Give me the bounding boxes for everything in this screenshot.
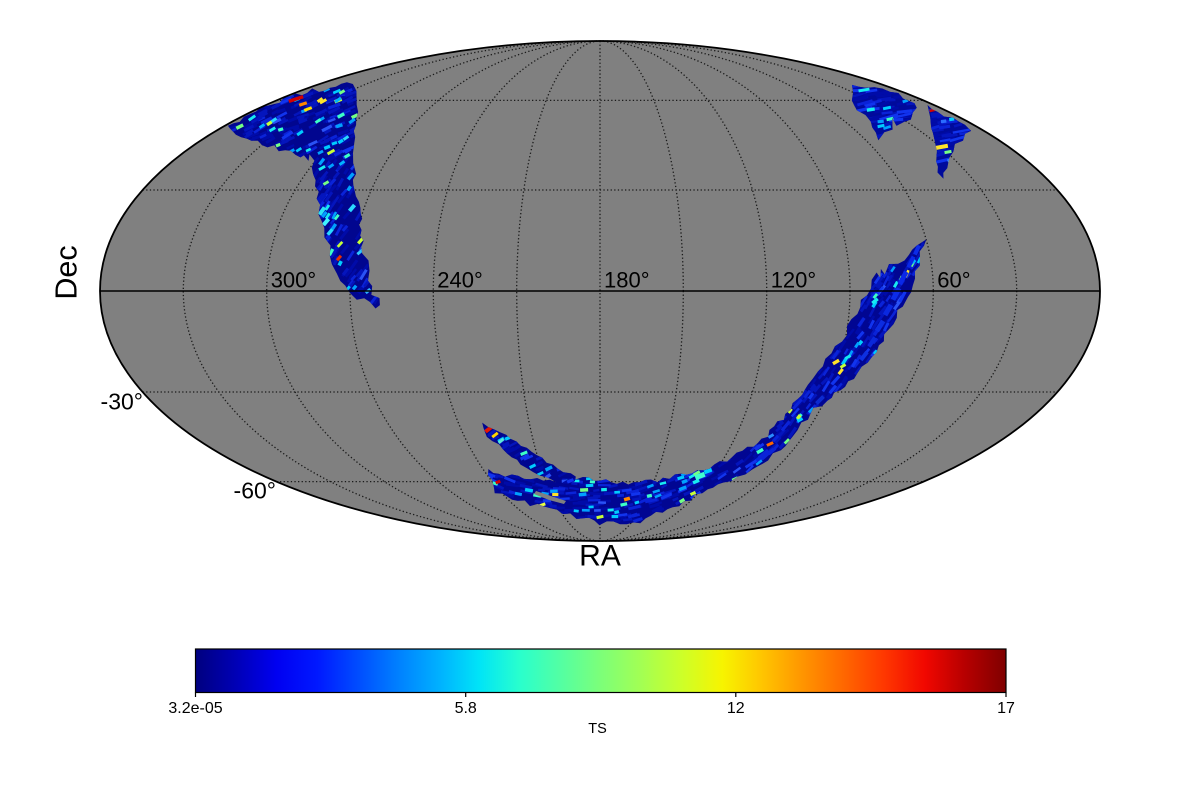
svg-text:60°: 60° [937,268,970,293]
svg-text:240°: 240° [437,268,483,293]
svg-text:TS: TS [588,721,607,737]
svg-text:17: 17 [997,700,1015,717]
svg-text:12: 12 [727,700,745,717]
svg-text:3.2e-05: 3.2e-05 [168,700,222,717]
svg-text:-60°: -60° [234,478,276,504]
svg-text:RA: RA [579,540,621,573]
svg-text:-30°: -30° [101,389,143,415]
svg-text:180°: 180° [604,268,650,293]
svg-text:5.8: 5.8 [455,700,477,717]
svg-text:300°: 300° [271,268,317,293]
svg-text:120°: 120° [771,268,817,293]
svg-text:Dec: Dec [50,245,84,299]
